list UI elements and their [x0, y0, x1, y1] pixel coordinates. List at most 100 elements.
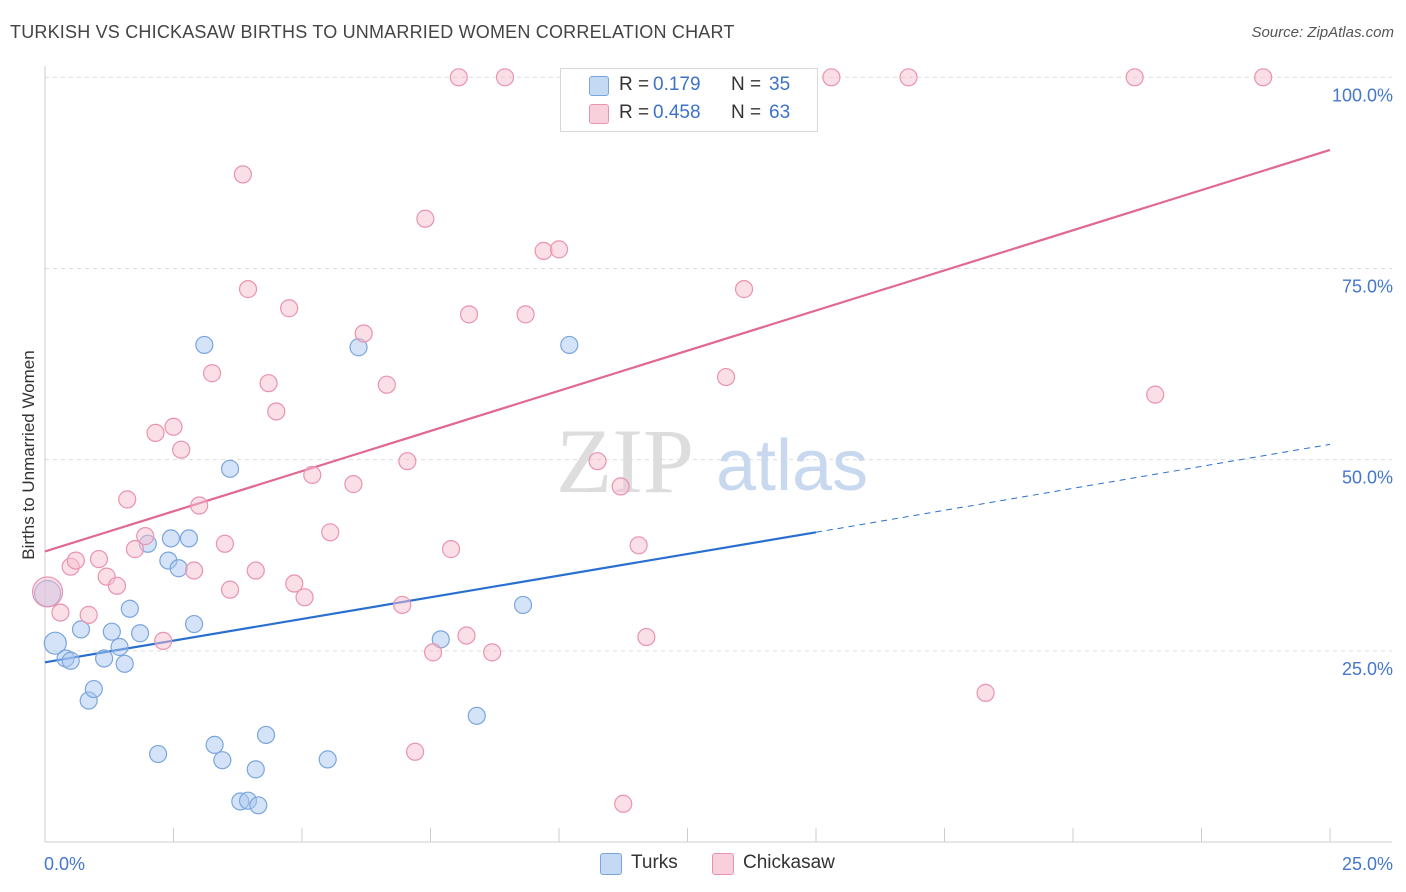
chickasaw-point [280, 299, 299, 318]
y-tick-label: 50.0% [1342, 468, 1393, 488]
turks-point [43, 631, 67, 655]
turks-point [169, 559, 188, 578]
chickasaw-point [238, 280, 258, 299]
chickasaw-point [423, 643, 443, 662]
chickasaw-point [459, 305, 479, 324]
chickasaw-point [202, 364, 222, 383]
chickasaw-point [629, 536, 648, 555]
y-tick-label: 75.0% [1342, 276, 1393, 296]
chickasaw-point [405, 742, 425, 761]
chickasaw-swatch [589, 104, 609, 124]
chickasaw-point [899, 68, 918, 87]
chickasaw-point [220, 580, 240, 599]
trend-lines [44, 148, 1331, 664]
chickasaw-point [344, 475, 363, 494]
chickasaw-r-value: 0.458 [653, 102, 701, 123]
turks-point [513, 595, 533, 615]
turks-legend-label: Turks [631, 852, 678, 873]
watermark-atlas: atlas [716, 426, 868, 506]
legend-row-chickasaw: R = 0.458 N = 63 [561, 101, 817, 127]
x-tick-label: 0.0% [44, 854, 85, 874]
chickasaw-n-label: N = [731, 102, 762, 123]
turks-point [130, 624, 150, 643]
chickasaw-point [66, 551, 85, 570]
tick-labels: 25.0% 50.0% 75.0% 100.0% 0.0% 25.0% [44, 85, 1393, 874]
turks-point [184, 614, 204, 634]
chickasaw-point [354, 324, 373, 343]
turks-r-value: 0.179 [653, 74, 701, 95]
source-credit: Source: ZipAtlas.com [1251, 24, 1394, 41]
turks-point [110, 637, 129, 657]
chickasaw-point [31, 576, 64, 608]
chickasaw-point [483, 643, 502, 662]
chickasaw-point [285, 574, 304, 593]
turks-point [220, 459, 240, 478]
turks-point [115, 654, 134, 673]
watermark: ZIP atlas [556, 410, 868, 512]
turks-point [256, 725, 276, 745]
chickasaw-r-label: R = [619, 102, 650, 123]
chickasaw-legend-label: Chickasaw [743, 852, 835, 873]
chickasaw-point [233, 165, 252, 184]
chart-title: TURKISH VS CHICKASAW BIRTHS TO UNMARRIED… [10, 22, 735, 42]
turks-point [95, 649, 114, 668]
chickasaw-point [1125, 68, 1144, 87]
chickasaw-point [441, 540, 461, 559]
chickasaw-legend-swatch [712, 853, 734, 875]
chickasaw-point [549, 240, 569, 259]
chickasaw-point [125, 540, 145, 559]
chickasaw-point [495, 68, 515, 87]
stats-legend: R = 0.179 N = 35 R = 0.458 N = 63 [560, 68, 818, 132]
chickasaw-point [398, 452, 417, 471]
chickasaw-point [534, 241, 553, 260]
y-tick-label: 25.0% [1342, 659, 1393, 679]
turks-r-label: R = [619, 74, 650, 95]
turks-point [120, 599, 139, 618]
turks-point [467, 706, 486, 725]
chickasaw-point [146, 423, 165, 442]
chickasaw-point [267, 402, 286, 421]
turks-point [161, 529, 181, 548]
turks-point [249, 796, 268, 815]
turks-point [102, 622, 121, 641]
turks-point [205, 735, 224, 754]
data-points [31, 68, 1273, 815]
turks-point [179, 529, 199, 548]
chickasaw-point [136, 527, 155, 546]
chickasaw-point [614, 794, 633, 813]
chickasaw-point [51, 603, 70, 622]
chickasaw-point [172, 440, 191, 459]
chickasaw-point [303, 465, 322, 485]
chickasaw-point [215, 534, 234, 553]
legend-row-turks: R = 0.179 N = 35 [561, 73, 817, 99]
turks-point [195, 335, 214, 355]
chickasaw-point [154, 631, 173, 650]
chickasaw-point [79, 605, 98, 624]
chickasaw-point [1146, 385, 1165, 404]
chickasaw-point [734, 280, 754, 299]
turks-point [84, 679, 103, 699]
turks-point [213, 751, 232, 770]
x-tick-label: 25.0% [1342, 854, 1393, 874]
chickasaw-point [976, 683, 995, 702]
chickasaw-point [190, 496, 209, 515]
turks-swatch [589, 76, 609, 96]
chickasaw-point [377, 375, 396, 394]
chickasaw-point [611, 477, 630, 496]
chickasaw-point [259, 374, 278, 393]
chickasaw-point [184, 561, 204, 580]
chickasaw-point [118, 490, 137, 509]
chickasaw-point [246, 561, 265, 580]
watermark-zip: ZIP [556, 410, 694, 512]
turks-point [61, 651, 80, 670]
chickasaw-point [516, 305, 535, 324]
grid-lines [45, 76, 1392, 652]
chickasaw-point [822, 68, 841, 87]
chickasaw-point [637, 627, 656, 647]
chickasaw-n-value: 63 [769, 102, 791, 123]
chickasaw-point [295, 588, 314, 607]
chickasaw-point [1254, 68, 1273, 87]
chickasaw-point [588, 452, 607, 471]
y-tick-label: 100.0% [1332, 85, 1393, 105]
